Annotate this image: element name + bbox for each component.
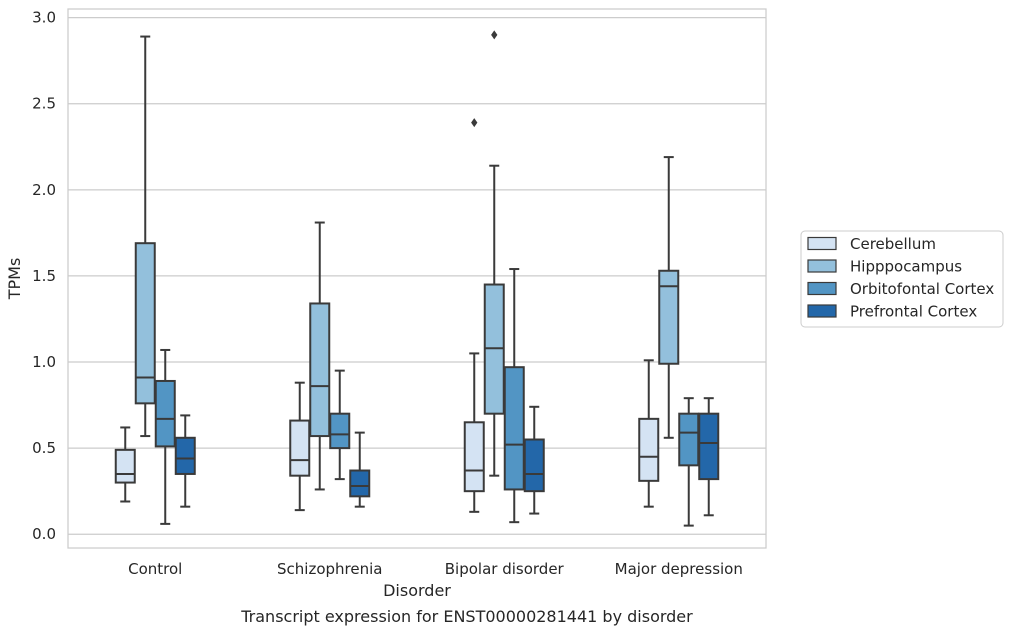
box-body (154, 379, 176, 448)
x-tick-label: Bipolar disorder (445, 560, 565, 578)
chart-caption: Transcript expression for ENST0000028144… (240, 607, 693, 626)
box-body (658, 269, 680, 365)
legend-frame (800, 230, 1004, 328)
legend-entry: Prefrontal Cortex (850, 303, 977, 321)
box-cerebellum (114, 426, 136, 503)
plot-area (67, 8, 767, 549)
box-body (638, 417, 660, 482)
box-body (309, 302, 331, 438)
box-body (114, 448, 136, 484)
outlier-point (471, 118, 478, 128)
legend-swatch (807, 281, 837, 296)
box-body (463, 421, 485, 493)
box-prefrontal-cortex (523, 405, 545, 515)
box-body (349, 469, 371, 498)
legend: Cerebellum Hipppocampus Orbitofontal Corte… (800, 230, 1004, 328)
box-cerebellum (638, 359, 660, 508)
y-tick-label: 3.0 (32, 9, 56, 27)
x-tick-label: Major depression (615, 560, 743, 578)
legend-swatch (807, 259, 837, 273)
boxes (114, 30, 720, 527)
y-tick-label: 1.0 (32, 353, 56, 371)
box-hipppocampus (483, 30, 505, 477)
box-orbitofontal-cortex (329, 369, 351, 481)
box-body (134, 242, 156, 405)
box-prefrontal-cortex (698, 397, 720, 517)
y-tick-label: 1.5 (32, 267, 56, 285)
box-cerebellum (463, 118, 485, 513)
box-body (329, 412, 351, 450)
y-tick-label: 0.5 (32, 439, 56, 457)
box-hipppocampus (658, 156, 680, 439)
box-body (523, 438, 545, 493)
y-tick-label: 2.5 (32, 95, 56, 113)
box-body (289, 419, 311, 477)
box-orbitofontal-cortex (678, 397, 700, 527)
x-tick-label: Control (128, 560, 182, 578)
x-tick-label: Schizophrenia (277, 560, 382, 578)
y-tick-labels: 0.0 0.5 1.0 1.5 2.0 2.5 3.0 (32, 9, 56, 544)
box-hipppocampus (309, 221, 331, 491)
legend-entry: Hipppocampus (850, 258, 962, 276)
box-orbitofontal-cortex (503, 268, 525, 524)
legend-entry: Orbitofontal Cortex (850, 280, 994, 298)
legend-swatch (807, 304, 837, 318)
box-body (174, 436, 196, 475)
box-body (503, 366, 525, 491)
box-orbitofontal-cortex (154, 348, 176, 525)
y-axis-label: TPMs (5, 258, 24, 301)
box-cerebellum (289, 381, 311, 512)
y-tick-label: 2.0 (32, 181, 56, 199)
outlier-point (491, 30, 498, 40)
box-hipppocampus (134, 35, 156, 438)
legend-swatch (807, 236, 837, 251)
legend-entry: Cerebellum (850, 235, 936, 253)
x-tick-labels: Control Schizophrenia Bipolar disorder Majo… (128, 560, 743, 578)
box-body (678, 412, 700, 467)
box-prefrontal-cortex (349, 431, 371, 508)
y-tick-label: 0.0 (32, 525, 56, 543)
box-prefrontal-cortex (174, 414, 196, 508)
x-axis-label: Disorder (383, 581, 451, 600)
box-body (698, 412, 720, 481)
